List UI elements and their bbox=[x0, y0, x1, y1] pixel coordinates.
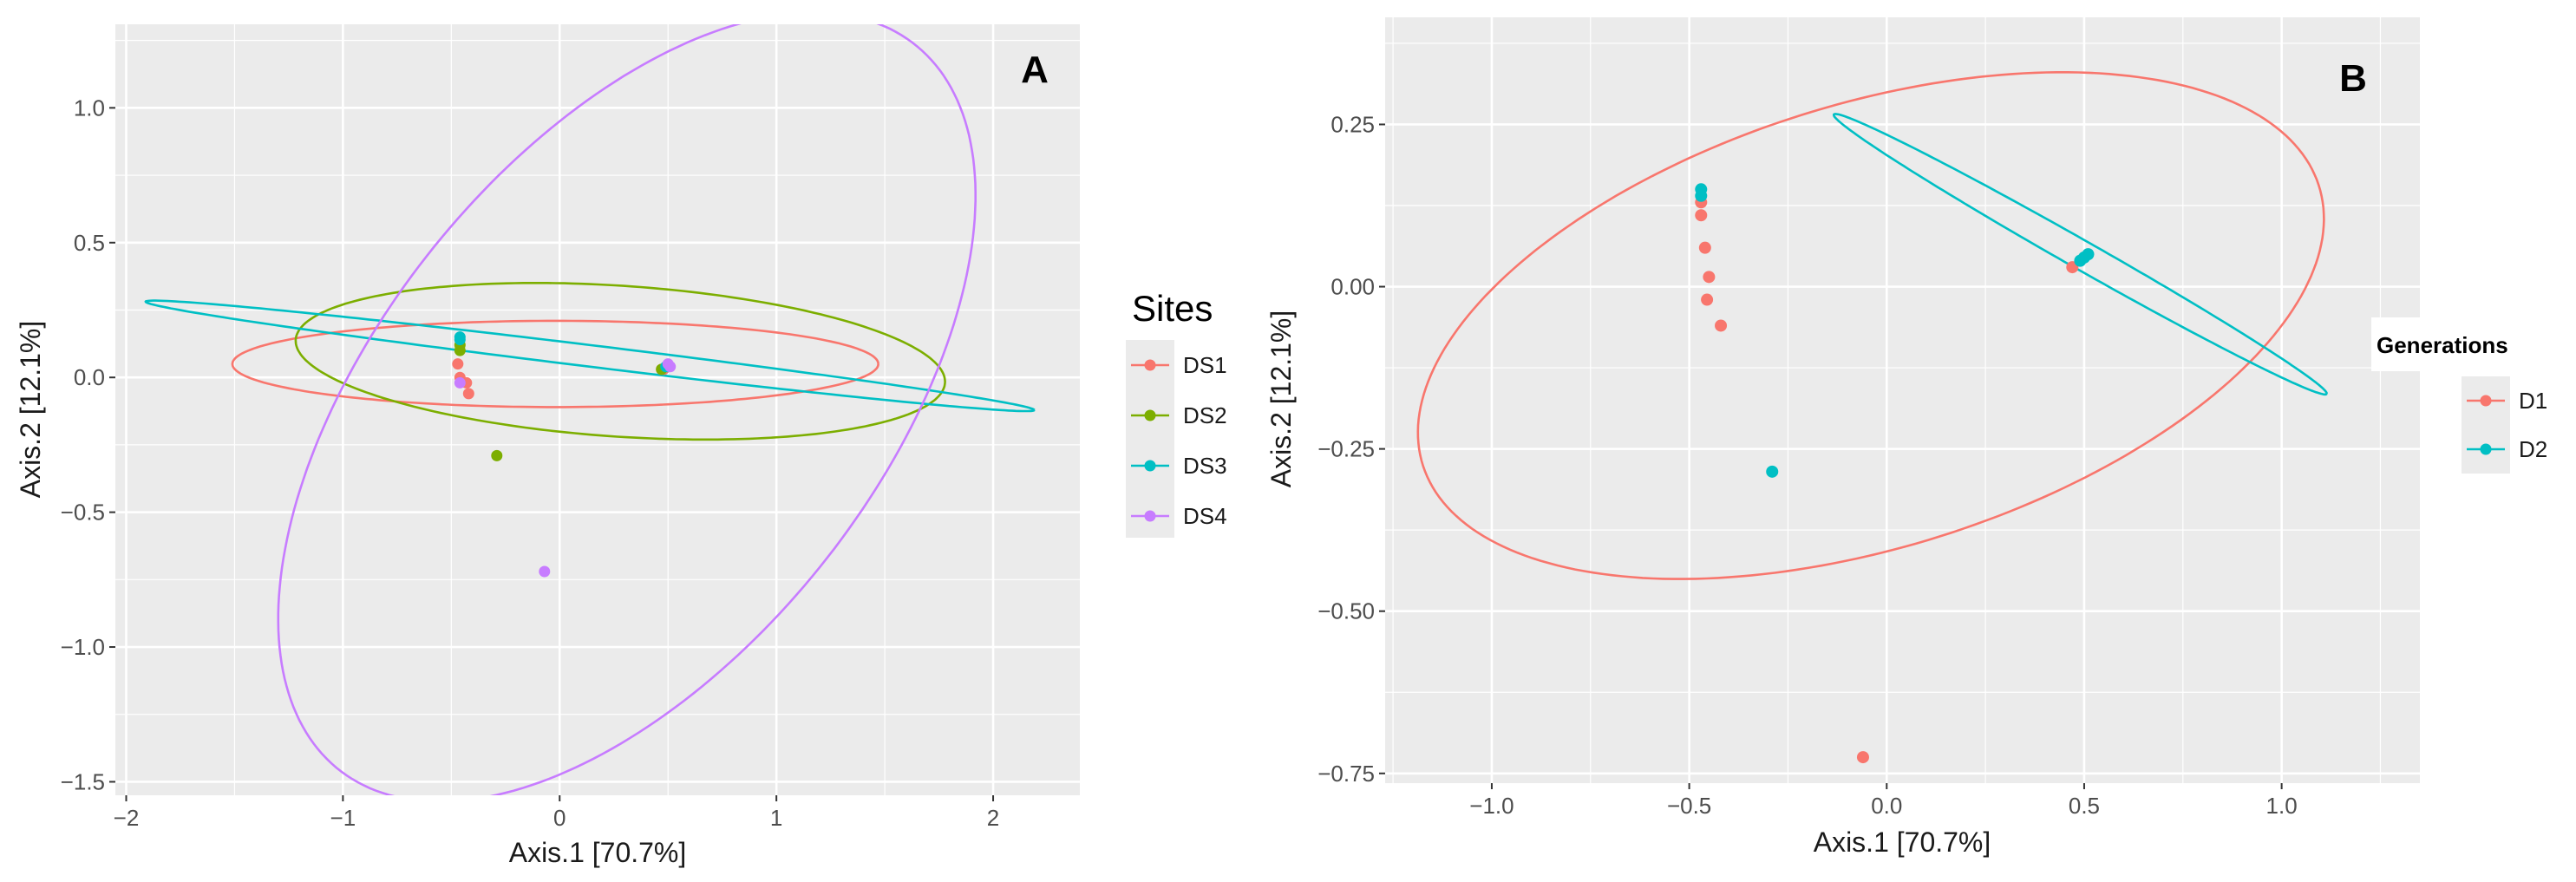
ellipse-ds1 bbox=[231, 319, 879, 408]
panel-a-minor-gridlines bbox=[115, 24, 1080, 795]
panel-a-points bbox=[452, 331, 677, 578]
point-ds4 bbox=[454, 376, 466, 389]
point-d1 bbox=[1703, 271, 1716, 284]
panel-b-minor-gridlines bbox=[1385, 17, 2420, 783]
panel-a-tag: A bbox=[1021, 49, 1049, 91]
panel-b-y-ticks: −0.75 −0.50 −0.25 0.00 0.25 bbox=[1317, 111, 1385, 787]
y-tick-label: 0.25 bbox=[1330, 111, 1375, 137]
ellipse-d2 bbox=[1833, 113, 2328, 396]
point-ds2 bbox=[491, 449, 503, 461]
point-d1 bbox=[1698, 241, 1711, 254]
x-tick-label: 1 bbox=[770, 805, 782, 831]
x-tick-label: 0.0 bbox=[1871, 793, 1902, 819]
legend-label-ds3: DS3 bbox=[1183, 453, 1227, 479]
y-tick-label: −0.75 bbox=[1317, 761, 1375, 787]
x-tick-label: 0 bbox=[553, 805, 566, 831]
panel-b: −1.0 −0.5 0.0 0.5 1.0 −0.75 −0.50 −0.25 0.00 0.2… bbox=[1265, 17, 2576, 858]
point-ds1 bbox=[452, 358, 464, 370]
point-ds4 bbox=[664, 361, 677, 373]
legend-label-d2: D2 bbox=[2519, 436, 2547, 462]
panel-a-y-axis-title: Axis.2 [12.1%] bbox=[15, 321, 46, 499]
legend-label-ds1: DS1 bbox=[1183, 352, 1227, 378]
legend-key-point-ds4 bbox=[1144, 510, 1156, 522]
panel-a-x-ticks: −2 −1 0 1 2 bbox=[114, 795, 999, 831]
y-tick-label: 0.00 bbox=[1330, 274, 1375, 300]
panel-b-major-gridlines bbox=[1385, 17, 2420, 783]
ellipse-ds2 bbox=[294, 281, 946, 441]
y-tick-label: 1.0 bbox=[74, 95, 105, 121]
legend-key-background bbox=[1126, 340, 1174, 538]
panel-a-y-ticks: −1.5 −1.0 −0.5 0.0 0.5 1.0 bbox=[61, 95, 115, 794]
x-tick-label: 2 bbox=[987, 805, 999, 831]
panel-a-x-axis-title: Axis.1 [70.7%] bbox=[509, 837, 687, 868]
point-ds2 bbox=[454, 344, 466, 356]
ellipse-ds3 bbox=[144, 299, 1036, 413]
panel-b-legend-title: Generations bbox=[2377, 332, 2508, 358]
panel-a-plot-background bbox=[115, 24, 1080, 795]
panel-b-plot-background bbox=[1385, 17, 2420, 783]
point-d1 bbox=[1701, 293, 1714, 306]
panel-a: −2 −1 0 1 2 −1.5 −1.0 −0.5 0.0 0.5 1.0 A Axis.1 [… bbox=[15, 24, 1227, 868]
point-ds4 bbox=[539, 565, 551, 578]
panel-b-points bbox=[1695, 183, 2095, 764]
y-tick-label: −0.5 bbox=[61, 500, 105, 526]
panel-b-ellipses bbox=[1416, 71, 2328, 580]
point-ds3 bbox=[454, 334, 466, 346]
legend-label-ds2: DS2 bbox=[1183, 402, 1227, 428]
legend-key-point-ds3 bbox=[1144, 460, 1156, 472]
y-tick-label: 0.0 bbox=[74, 364, 105, 390]
panel-a-legend: Sites DS1 DS2 DS3 DS4 bbox=[1126, 288, 1227, 538]
point-d1 bbox=[1856, 751, 1869, 764]
ellipse-ds4 bbox=[277, 24, 977, 795]
y-tick-label: −1.0 bbox=[61, 634, 105, 660]
panel-a-legend-title: Sites bbox=[1132, 288, 1213, 329]
point-d2 bbox=[1695, 189, 1708, 202]
ellipse-d1 bbox=[1416, 71, 2325, 580]
x-tick-label: −1 bbox=[330, 805, 356, 831]
panel-a-major-gridlines bbox=[115, 24, 1080, 795]
point-d1 bbox=[1695, 209, 1708, 222]
x-tick-label: −0.5 bbox=[1667, 793, 1711, 819]
x-tick-label: −2 bbox=[114, 805, 140, 831]
legend-key-background bbox=[2462, 376, 2510, 474]
panel-a-ellipses bbox=[144, 24, 1036, 795]
legend-key-point-d1 bbox=[2480, 395, 2492, 407]
panel-b-legend-keys: D1 D2 bbox=[2462, 376, 2547, 474]
legend-key-point-d2 bbox=[2480, 443, 2492, 455]
panel-b-tag: B bbox=[2339, 57, 2367, 100]
y-tick-label: −1.5 bbox=[61, 768, 105, 794]
x-tick-label: 0.5 bbox=[2069, 793, 2100, 819]
panel-b-legend: Generations D1 D2 bbox=[2371, 317, 2576, 474]
y-tick-label: −0.25 bbox=[1317, 436, 1375, 462]
legend-key-point-ds1 bbox=[1144, 359, 1156, 371]
x-tick-label: −1.0 bbox=[1469, 793, 1514, 819]
point-d2 bbox=[2082, 248, 2095, 261]
legend-label-d1: D1 bbox=[2519, 388, 2547, 414]
panel-a-legend-keys: DS1 DS2 DS3 DS4 bbox=[1126, 340, 1227, 538]
x-tick-label: 1.0 bbox=[2266, 793, 2298, 819]
y-tick-label: −0.50 bbox=[1317, 598, 1375, 624]
panel-b-y-axis-title: Axis.2 [12.1%] bbox=[1265, 310, 1297, 488]
point-d2 bbox=[1766, 465, 1779, 478]
panel-b-legend-title-box bbox=[2371, 317, 2576, 371]
point-ds1 bbox=[462, 388, 474, 400]
legend-key-point-ds2 bbox=[1144, 409, 1156, 421]
y-tick-label: 0.5 bbox=[74, 230, 105, 256]
legend-label-ds4: DS4 bbox=[1183, 503, 1227, 529]
panel-b-x-axis-title: Axis.1 [70.7%] bbox=[1814, 826, 1991, 858]
panel-b-x-ticks: −1.0 −0.5 0.0 0.5 1.0 bbox=[1469, 783, 2298, 819]
point-d1 bbox=[1715, 319, 1728, 332]
